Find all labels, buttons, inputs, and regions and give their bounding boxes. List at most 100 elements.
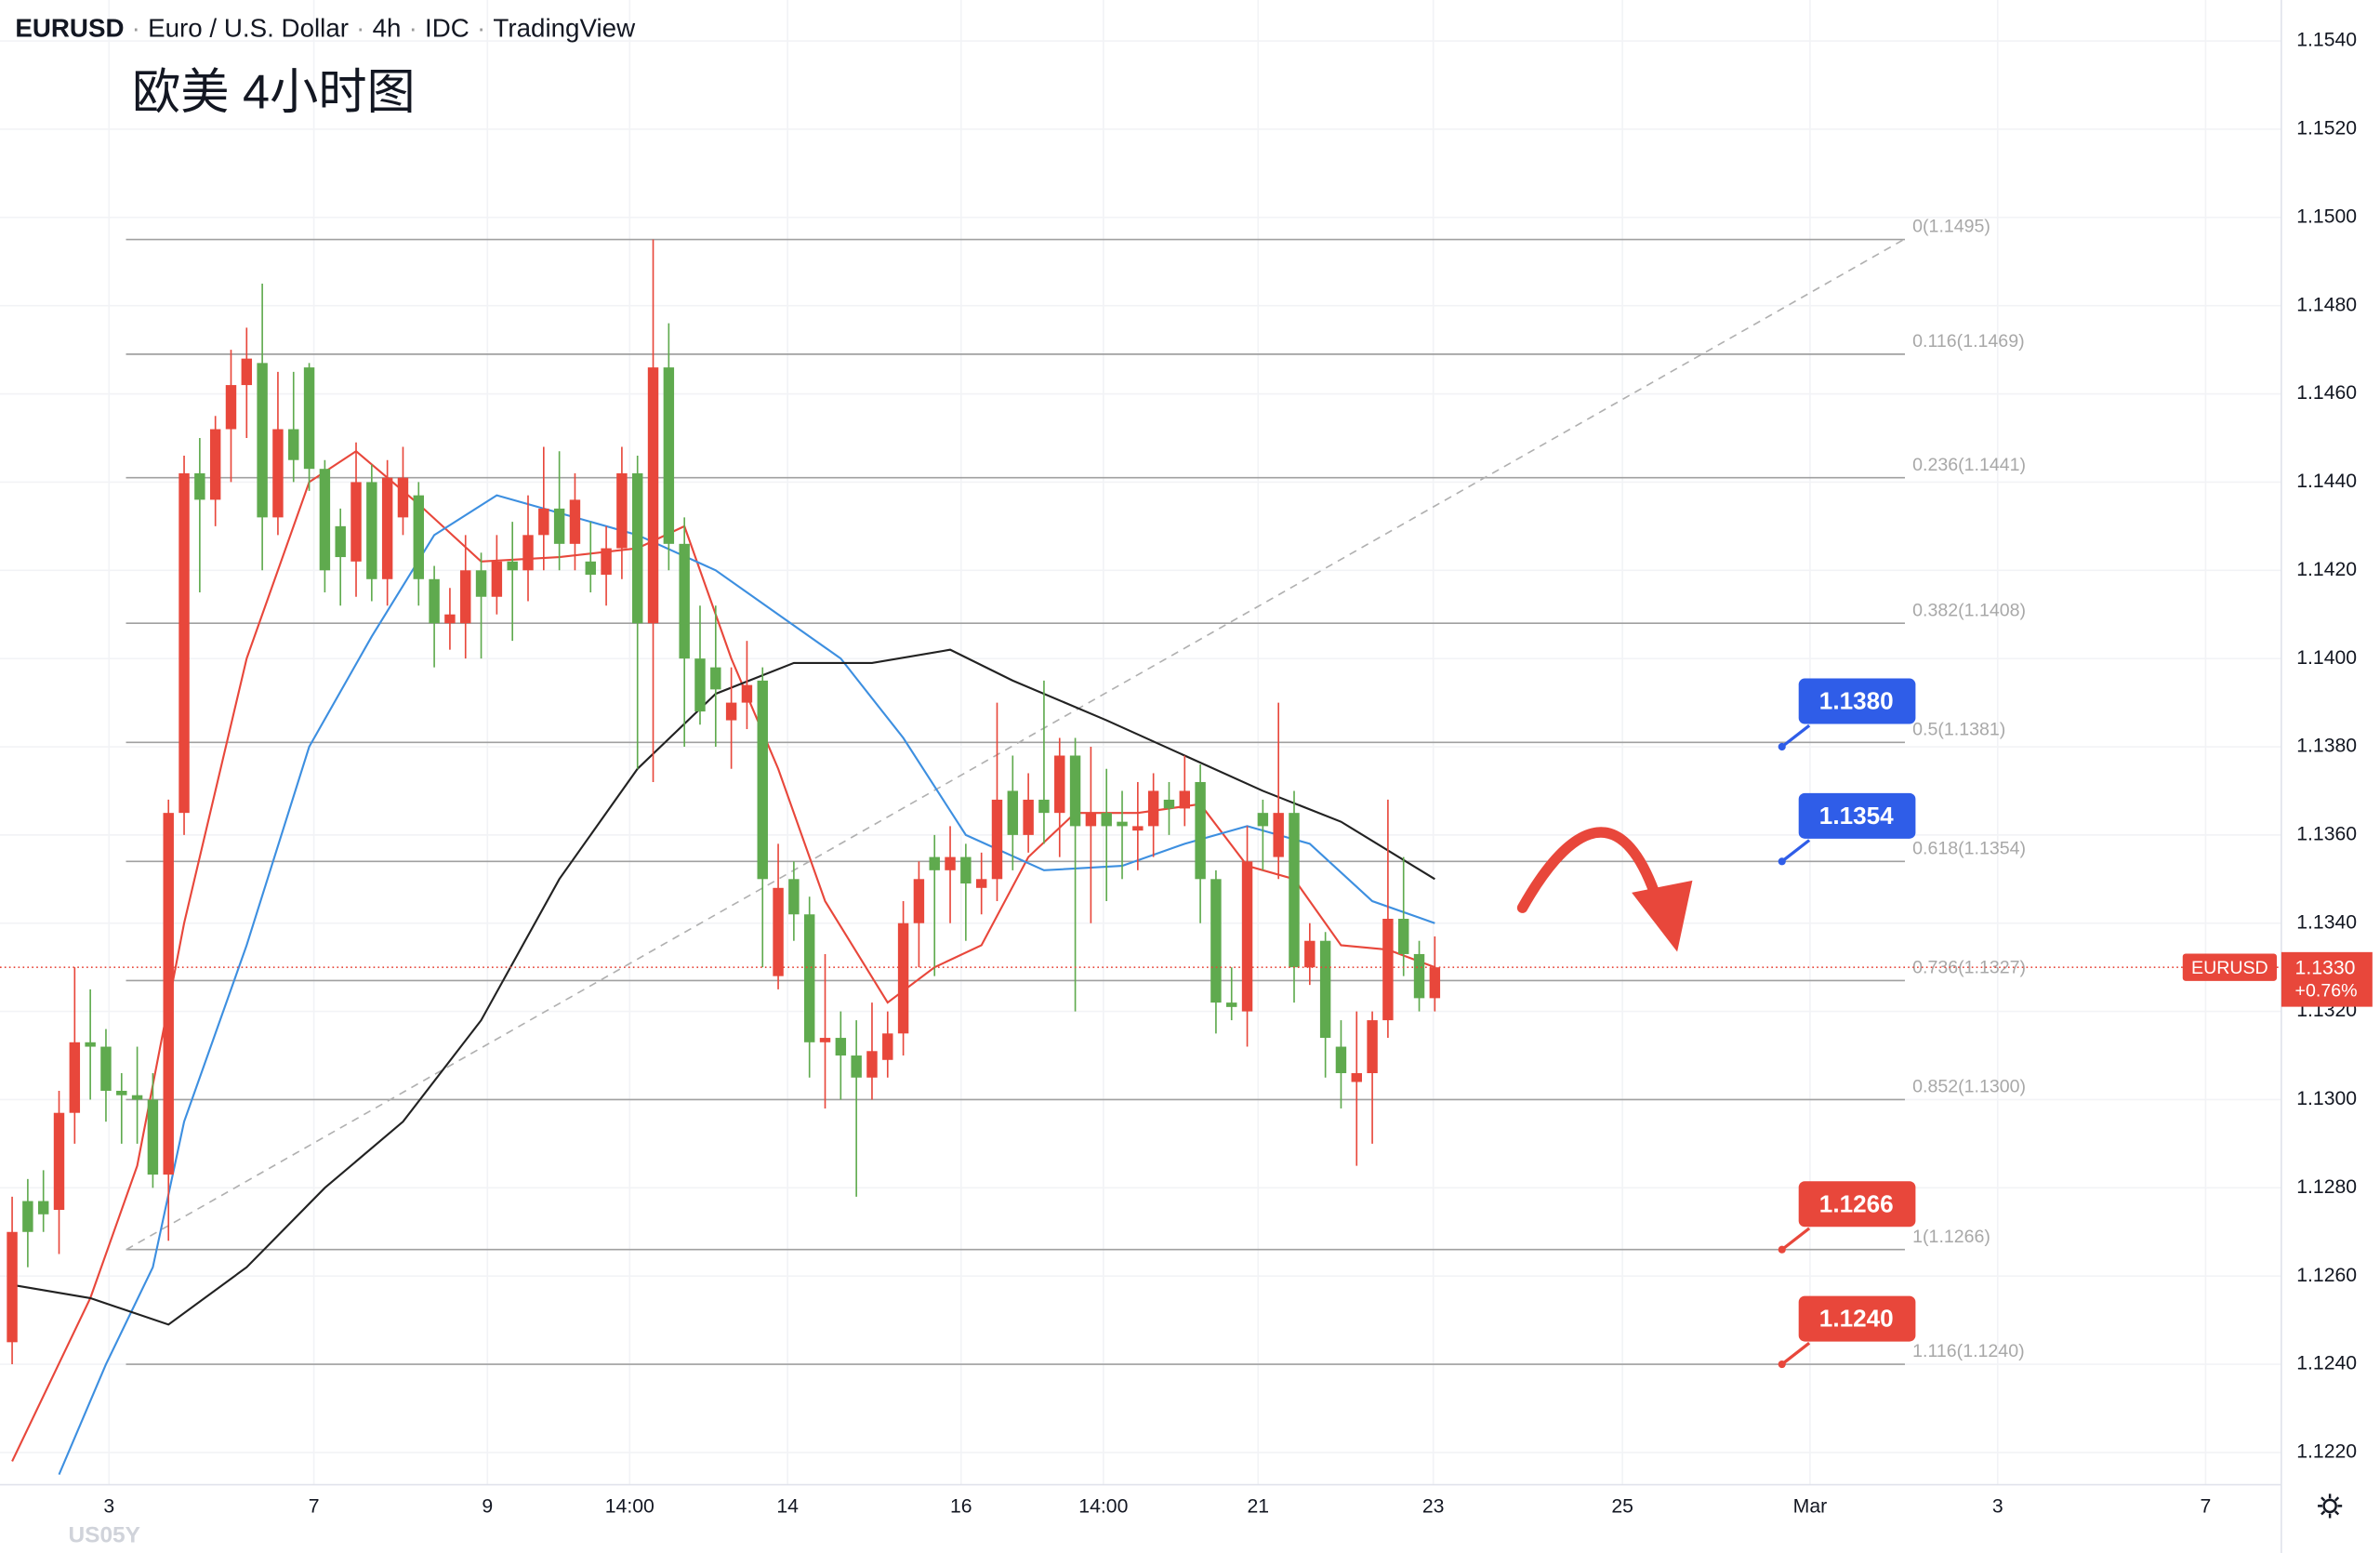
candle-body — [710, 667, 721, 690]
candle-body — [163, 813, 174, 1175]
candle-body — [7, 1231, 18, 1343]
watermark: US05Y — [68, 1523, 140, 1548]
candle-body — [491, 561, 503, 597]
y-tick-label: 1.1220 — [2296, 1441, 2357, 1463]
x-tick-label: 14:00 — [605, 1496, 654, 1518]
candle-body — [1335, 1046, 1347, 1074]
callout-anchor — [1778, 1245, 1786, 1254]
sep: · — [409, 14, 417, 43]
candle-body — [945, 856, 956, 870]
candle-body — [1367, 1020, 1378, 1074]
candle-body — [882, 1033, 893, 1060]
y-tick-label: 1.1360 — [2296, 823, 2357, 844]
candle-body — [1179, 790, 1190, 809]
candle-body — [757, 680, 768, 880]
x-tick-label: 14:00 — [1078, 1496, 1128, 1518]
sep: · — [356, 14, 364, 43]
candle-body — [897, 923, 909, 1034]
x-tick-label: 7 — [2200, 1496, 2211, 1518]
price-tag-change: +0.76% — [2295, 980, 2358, 1001]
header-source: IDC — [425, 14, 469, 43]
candle-body — [694, 658, 706, 712]
x-tick-label: Mar — [1793, 1496, 1828, 1518]
header-name: Euro / U.S. Dollar — [148, 14, 349, 43]
candle-body — [209, 429, 221, 500]
candle-body — [960, 856, 972, 884]
candle-body — [131, 1095, 143, 1100]
candle-body — [1038, 799, 1050, 814]
fib-label: 1.116(1.1240) — [1912, 1341, 2024, 1361]
axes: 1.12201.12401.12601.12801.13001.13201.13… — [103, 30, 2373, 1518]
candle-body — [1226, 1002, 1237, 1007]
arrow-curve — [1516, 827, 1660, 913]
callout-box — [1798, 1295, 1916, 1342]
candle-body — [1413, 953, 1425, 999]
candle-body — [538, 508, 549, 536]
candle-body — [522, 535, 534, 571]
fib-label: 0.236(1.1441) — [1912, 455, 2026, 475]
candle-body — [585, 561, 596, 576]
candle-body — [225, 385, 237, 430]
candle-body — [601, 548, 612, 576]
candle-body — [1429, 967, 1441, 999]
candle-body — [819, 1038, 831, 1042]
x-tick-label: 3 — [103, 1496, 114, 1518]
fib-label: 1(1.1266) — [1912, 1227, 1990, 1247]
candle-body — [475, 570, 487, 597]
candle-body — [366, 482, 377, 579]
callout-pointer — [1780, 1227, 1811, 1252]
candle-body — [616, 472, 628, 549]
candle-body — [569, 499, 581, 544]
candle-body — [1147, 790, 1159, 827]
y-tick-label: 1.1400 — [2296, 647, 2357, 669]
candle-body — [1163, 799, 1175, 809]
candle-body — [350, 482, 362, 562]
candle-body — [975, 879, 987, 888]
header-platform: TradingView — [493, 14, 636, 43]
x-tick-label: 25 — [1611, 1496, 1633, 1518]
candle-body — [991, 799, 1003, 880]
y-tick-label: 1.1440 — [2296, 471, 2357, 492]
settings-icon[interactable] — [2318, 1493, 2343, 1519]
candle-body — [85, 1042, 96, 1047]
candle-body — [773, 887, 784, 976]
candle-body — [851, 1055, 862, 1078]
candle-body — [1304, 940, 1316, 968]
header-symbol: EURUSD — [15, 14, 124, 43]
x-tick-label: 14 — [776, 1496, 799, 1518]
fib-label: 0.852(1.1300) — [1912, 1077, 2026, 1097]
candle-body — [1382, 918, 1394, 1021]
candle-body — [335, 525, 346, 558]
callout-anchor — [1778, 857, 1786, 866]
fib-label: 0.736(1.1327) — [1912, 958, 2026, 978]
candle-body — [444, 614, 456, 624]
y-tick-label: 1.1260 — [2296, 1265, 2357, 1286]
fib-label: 0.382(1.1408) — [1912, 600, 2026, 620]
candle-body — [507, 561, 518, 571]
candle-body — [1023, 799, 1034, 835]
plot: 0(1.1495) 0.116(1.1469) 0.236(1.1441) 0.382… — [0, 217, 2281, 1476]
candle-body — [381, 477, 393, 579]
candle-body — [1289, 813, 1300, 968]
candle-body — [194, 472, 205, 500]
candle-body — [100, 1046, 112, 1091]
candle-body — [788, 879, 800, 915]
fib-label: 0.116(1.1469) — [1912, 331, 2024, 352]
fib-label: 0.5(1.1381) — [1912, 719, 2005, 739]
candle-body — [679, 543, 690, 659]
candle-body — [241, 358, 253, 386]
candle-body — [835, 1038, 847, 1056]
x-tick-label: 9 — [482, 1496, 493, 1518]
arrow-head — [1632, 880, 1693, 952]
callout-pointer — [1780, 839, 1811, 863]
candle-body — [803, 914, 815, 1042]
callout-pointer — [1780, 1341, 1811, 1366]
callout-label: 1.1266 — [1819, 1189, 1894, 1217]
callout-label: 1.1380 — [1819, 687, 1894, 715]
candle-body — [178, 472, 190, 814]
y-tick-label: 1.1420 — [2296, 559, 2357, 580]
callout-box — [1798, 1181, 1916, 1228]
candle-body — [632, 472, 643, 624]
candle-body — [397, 477, 409, 518]
